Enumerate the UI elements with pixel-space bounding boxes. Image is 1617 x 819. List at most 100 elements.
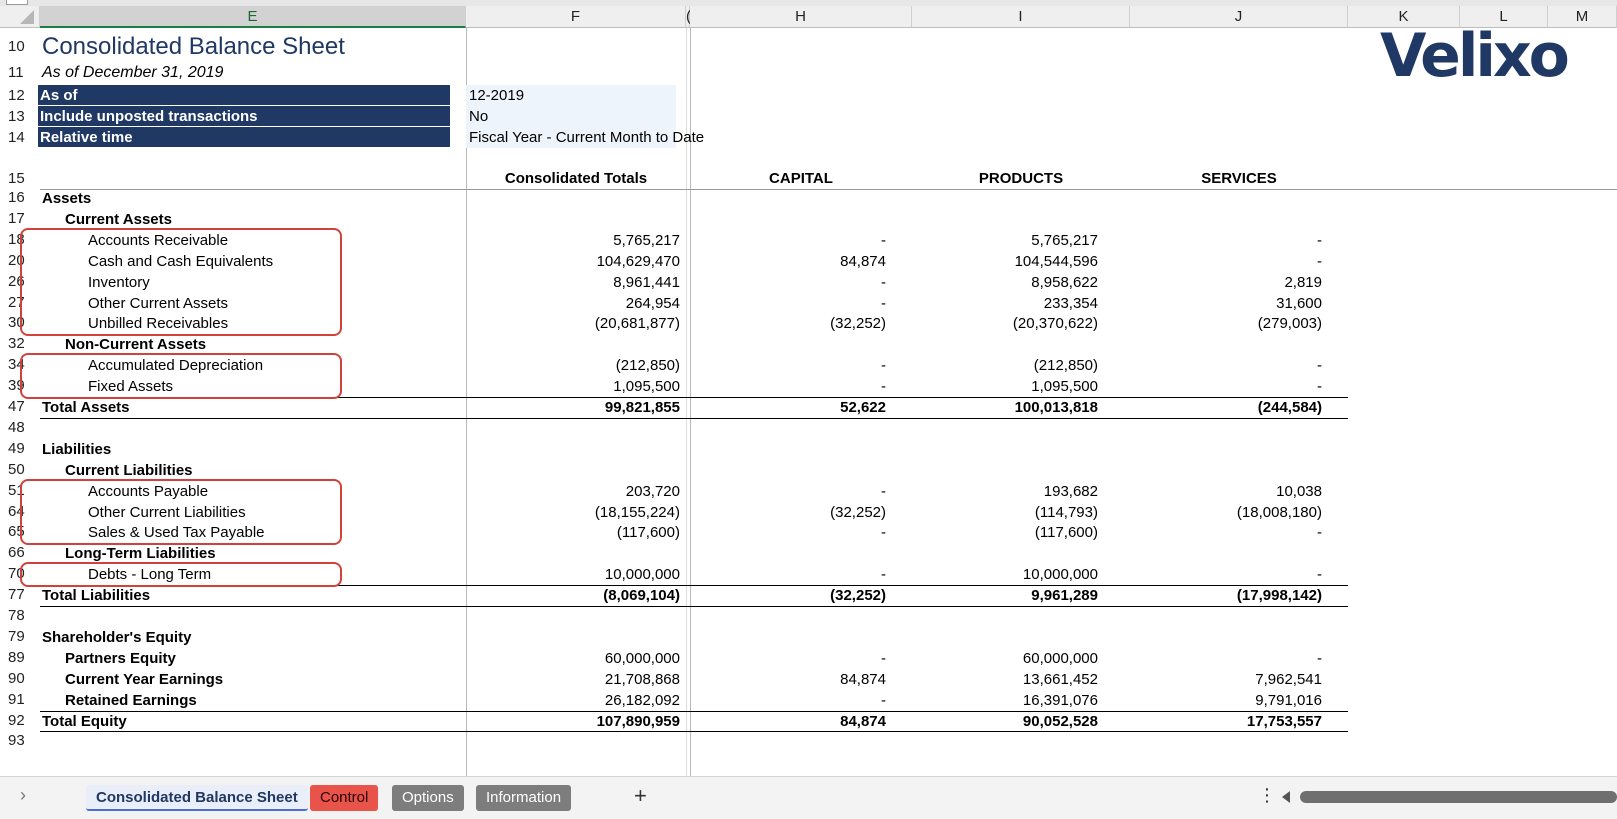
row-number[interactable]: 47 (8, 398, 25, 415)
value-cell-f[interactable]: 10,000,000 (604, 566, 680, 584)
value-cell-h[interactable]: 52,622 (840, 399, 886, 416)
row-label[interactable]: Assets (42, 190, 92, 207)
value-cell-j[interactable]: - (1317, 252, 1322, 270)
value-cell-h[interactable]: 84,874 (840, 670, 886, 688)
value-cell-h[interactable]: 84,874 (840, 712, 886, 730)
value-cell-f[interactable]: (212,850) (615, 357, 680, 375)
param-label[interactable]: Relative time (38, 127, 450, 148)
row-number[interactable]: 16 (8, 189, 25, 206)
value-cell-j[interactable]: - (1317, 524, 1322, 542)
row-label[interactable]: Partners Equity (65, 649, 176, 667)
row-number[interactable]: 14 (8, 129, 25, 146)
value-cell-j[interactable]: - (1317, 649, 1322, 667)
add-sheet-icon[interactable]: + (634, 783, 647, 808)
value-cell-f[interactable]: 104,629,470 (596, 252, 680, 270)
row-label[interactable]: Current Assets (65, 210, 172, 228)
column-header-f[interactable]: F (466, 6, 686, 28)
value-cell-h[interactable]: - (881, 566, 886, 584)
row-number[interactable]: 11 (8, 64, 24, 81)
column-title-i[interactable]: PRODUCTS (978, 170, 1064, 187)
row-number[interactable]: 77 (8, 586, 25, 604)
column-title-f[interactable]: Consolidated Totals (504, 170, 648, 187)
value-cell-h[interactable]: - (881, 378, 886, 396)
value-cell-i[interactable]: 1,095,500 (1031, 378, 1098, 396)
sheet-tab-information[interactable]: Information (476, 785, 572, 811)
value-cell-j[interactable]: 2,819 (1284, 273, 1322, 291)
value-cell-h[interactable]: (32,252) (830, 587, 886, 605)
value-cell-f[interactable]: 107,890,959 (596, 712, 680, 730)
value-cell-f[interactable]: 26,182,092 (604, 691, 680, 709)
value-cell-i[interactable]: 10,000,000 (1022, 566, 1098, 584)
value-cell-i[interactable]: 90,052,528 (1022, 712, 1098, 730)
more-options-icon[interactable]: ⋮ (1258, 785, 1276, 805)
value-cell-h[interactable]: (32,252) (830, 503, 886, 521)
value-cell-i[interactable]: 193,682 (1043, 482, 1098, 500)
row-label[interactable]: Total Liabilities (42, 587, 151, 605)
sheet-tab-consolidated-balance-sheet[interactable]: Consolidated Balance Sheet (86, 785, 308, 811)
value-cell-h[interactable]: - (881, 482, 886, 500)
value-cell-j[interactable]: 17,753,557 (1246, 712, 1322, 730)
column-title-h[interactable]: CAPITAL (769, 170, 833, 187)
row-label[interactable]: Non-Current Assets (65, 336, 207, 354)
row-label[interactable] (40, 418, 466, 439)
value-cell-j[interactable]: (279,003) (1257, 315, 1322, 333)
column-header-g[interactable]: ( (686, 6, 691, 28)
value-cell-j[interactable]: - (1317, 357, 1322, 375)
column-header-i[interactable]: I (912, 6, 1130, 28)
value-cell-f[interactable]: (18,155,224) (594, 503, 680, 521)
column-title-j[interactable]: SERVICES (1201, 170, 1277, 187)
value-cell-j[interactable]: 7,962,541 (1255, 670, 1322, 688)
value-cell-f[interactable]: (117,600) (616, 524, 680, 542)
row-label[interactable]: Shareholder's Equity (42, 628, 192, 646)
value-cell-h[interactable]: - (881, 691, 886, 709)
value-cell-f[interactable]: 1,095,500 (613, 378, 680, 396)
row-label[interactable]: Total Equity (42, 712, 127, 730)
param-value[interactable]: No (466, 106, 676, 127)
column-header-j[interactable]: J (1130, 6, 1348, 28)
column-header-l[interactable]: L (1460, 6, 1548, 28)
row-number[interactable]: 93 (8, 732, 25, 750)
value-cell-j[interactable]: - (1317, 378, 1322, 396)
row-label[interactable]: Current Year Earnings (65, 670, 224, 688)
value-cell-h[interactable]: - (881, 524, 886, 542)
row-label[interactable]: Debts - Long Term (88, 566, 212, 584)
value-cell-i[interactable]: 104,544,596 (1014, 252, 1098, 270)
row-label[interactable]: Current Liabilities (65, 461, 193, 479)
value-cell-i[interactable]: (114,793) (1034, 503, 1098, 521)
row-label[interactable]: Inventory (88, 273, 150, 291)
row-label[interactable]: Accumulated Depreciation (88, 357, 264, 375)
value-cell-h[interactable]: - (881, 231, 886, 249)
row-number[interactable]: 66 (8, 544, 25, 562)
column-header-k[interactable]: K (1348, 6, 1460, 28)
scroll-left-icon[interactable] (1282, 791, 1290, 803)
row-label[interactable]: Accounts Receivable (88, 231, 229, 249)
value-cell-h[interactable]: - (881, 294, 886, 312)
value-cell-i[interactable]: (212,850) (1033, 357, 1098, 375)
value-cell-j[interactable]: (18,008,180) (1236, 503, 1322, 521)
value-cell-h[interactable]: - (881, 649, 886, 667)
value-cell-i[interactable]: (20,370,622) (1012, 315, 1098, 333)
column-header-h[interactable]: H (690, 6, 912, 28)
sheet-tab-control[interactable]: Control (310, 785, 379, 811)
value-cell-f[interactable]: 264,954 (625, 294, 680, 312)
value-cell-h[interactable]: - (881, 273, 886, 291)
row-label[interactable]: Long-Term Liabilities (65, 545, 216, 563)
row-number[interactable]: 48 (8, 418, 25, 436)
row-number[interactable]: 10 (8, 38, 25, 55)
row-number[interactable]: 32 (8, 335, 25, 353)
row-number[interactable]: 90 (8, 669, 25, 687)
row-label[interactable]: Cash and Cash Equivalents (88, 252, 274, 270)
row-label[interactable]: Liabilities (42, 440, 112, 458)
row-number[interactable]: 17 (8, 209, 25, 227)
value-cell-i[interactable]: 5,765,217 (1031, 231, 1098, 249)
param-label[interactable]: As of (38, 85, 450, 106)
value-cell-i[interactable]: 8,958,622 (1031, 273, 1098, 291)
value-cell-i[interactable]: 233,354 (1043, 294, 1098, 312)
row-number[interactable]: 92 (8, 711, 25, 729)
sheet-tab-options[interactable]: Options (392, 785, 464, 811)
param-value[interactable]: 12-2019 (466, 85, 676, 106)
value-cell-j[interactable]: - (1317, 231, 1322, 249)
value-cell-i[interactable]: 100,013,818 (1014, 399, 1098, 416)
row-number[interactable]: 91 (8, 690, 25, 708)
value-cell-f[interactable]: 5,765,217 (613, 231, 680, 249)
